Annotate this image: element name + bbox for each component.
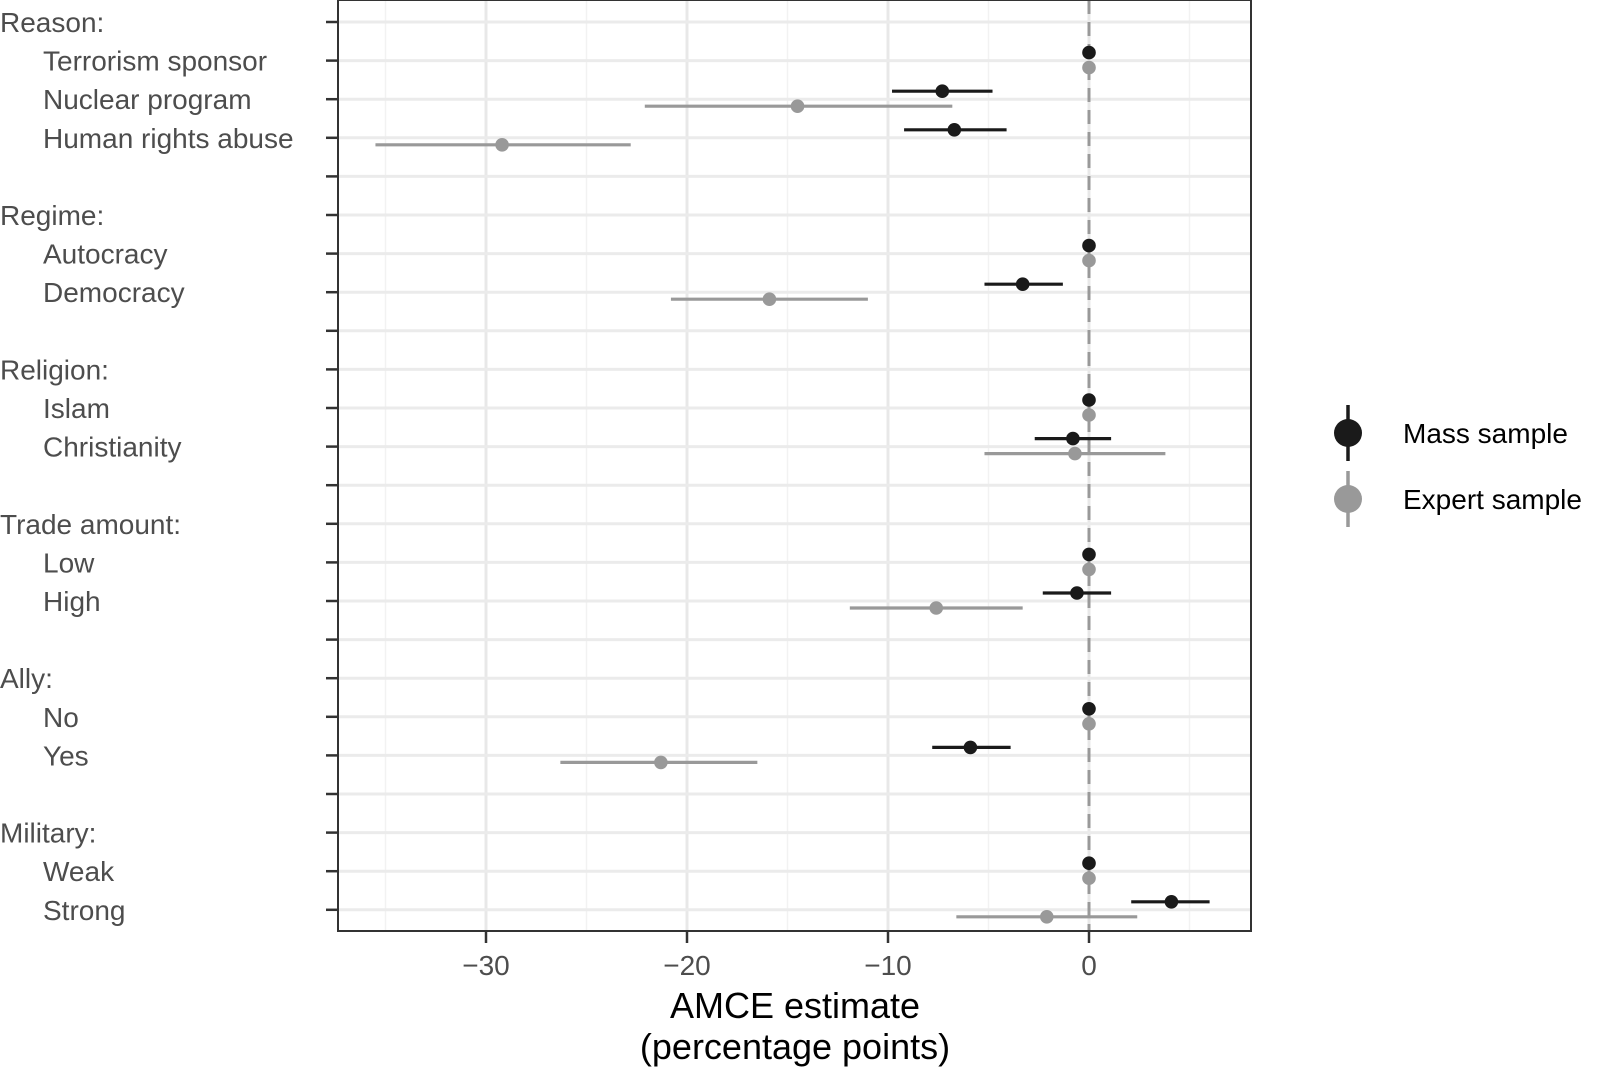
point-estimate — [963, 740, 978, 755]
y-group-header: Military: — [0, 818, 96, 849]
point-estimate — [1015, 277, 1030, 292]
panel-border — [337, 0, 1252, 932]
point-estimate — [1082, 253, 1096, 268]
point-estimate — [1082, 871, 1096, 885]
x-axis: −30 −20 −10 0 — [462, 931, 1097, 981]
point-estimate — [654, 755, 668, 770]
y-group-header: Reason: — [0, 7, 104, 38]
grid-lines — [338, 0, 1251, 931]
point-estimate — [1068, 446, 1082, 461]
point-estimate — [1082, 408, 1096, 422]
y-group-header: Ally: — [0, 663, 53, 694]
y-tick-label: Terrorism sponsor — [43, 46, 267, 77]
point-estimate — [947, 123, 962, 137]
y-tick-label: Autocracy — [43, 239, 168, 270]
point-estimate — [1082, 856, 1096, 870]
point-estimate — [1082, 702, 1096, 716]
point-estimate — [762, 292, 777, 307]
point-estimate — [1082, 393, 1096, 407]
x-axis-title-line-2: (percentage points) — [640, 1026, 950, 1067]
point-estimate — [1082, 45, 1096, 60]
y-tick-label: Yes — [43, 740, 89, 771]
point-estimate — [935, 84, 950, 98]
y-tick-label: Nuclear program — [43, 84, 252, 115]
panel-background — [338, 0, 1251, 931]
y-tick-label: Low — [43, 547, 95, 578]
legend-key-point — [1334, 419, 1362, 447]
point-estimate — [495, 138, 509, 152]
y-group-header: Trade amount: — [0, 509, 181, 540]
y-tick-label: Weak — [43, 856, 115, 887]
legend: Mass sample Expert sample — [1334, 405, 1582, 527]
y-group-header: Religion: — [0, 354, 109, 385]
legend-key-point — [1334, 485, 1362, 513]
legend-label: Expert sample — [1403, 484, 1582, 515]
point-estimate — [1039, 910, 1054, 924]
point-estimate — [1070, 586, 1084, 600]
point-estimate — [1082, 547, 1096, 562]
x-tick-label: −20 — [663, 950, 711, 981]
point-estimate — [1082, 60, 1096, 75]
series-expert-sample — [375, 60, 1166, 924]
point-estimate — [1082, 562, 1096, 577]
x-tick-label: 0 — [1081, 950, 1097, 981]
series-layer — [375, 45, 1210, 924]
y-tick-label: Human rights abuse — [43, 123, 294, 154]
y-tick-label: Christianity — [43, 432, 181, 463]
legend-label: Mass sample — [1403, 418, 1568, 449]
point-estimate — [1082, 238, 1096, 253]
point-estimate — [790, 99, 805, 113]
y-axis: Reason: Terrorism sponsor Nuclear program H… — [0, 7, 338, 926]
point-estimate — [1164, 895, 1179, 909]
y-tick-label: No — [43, 702, 79, 733]
point-estimate — [1066, 431, 1080, 446]
y-tick-label: High — [43, 586, 101, 617]
point-estimate — [1082, 717, 1096, 731]
legend-entry: Mass sample — [1334, 405, 1568, 461]
y-tick-label: Islam — [43, 393, 110, 424]
point-estimate — [929, 601, 944, 615]
x-tick-label: −30 — [462, 950, 510, 981]
x-axis-title-line-1: AMCE estimate — [670, 985, 920, 1026]
legend-entry: Expert sample — [1334, 471, 1582, 527]
y-group-header: Regime: — [0, 200, 104, 231]
y-tick-label: Strong — [43, 895, 126, 926]
y-tick-label: Democracy — [43, 277, 185, 308]
x-tick-label: −10 — [864, 950, 912, 981]
series-mass-sample — [892, 45, 1210, 909]
